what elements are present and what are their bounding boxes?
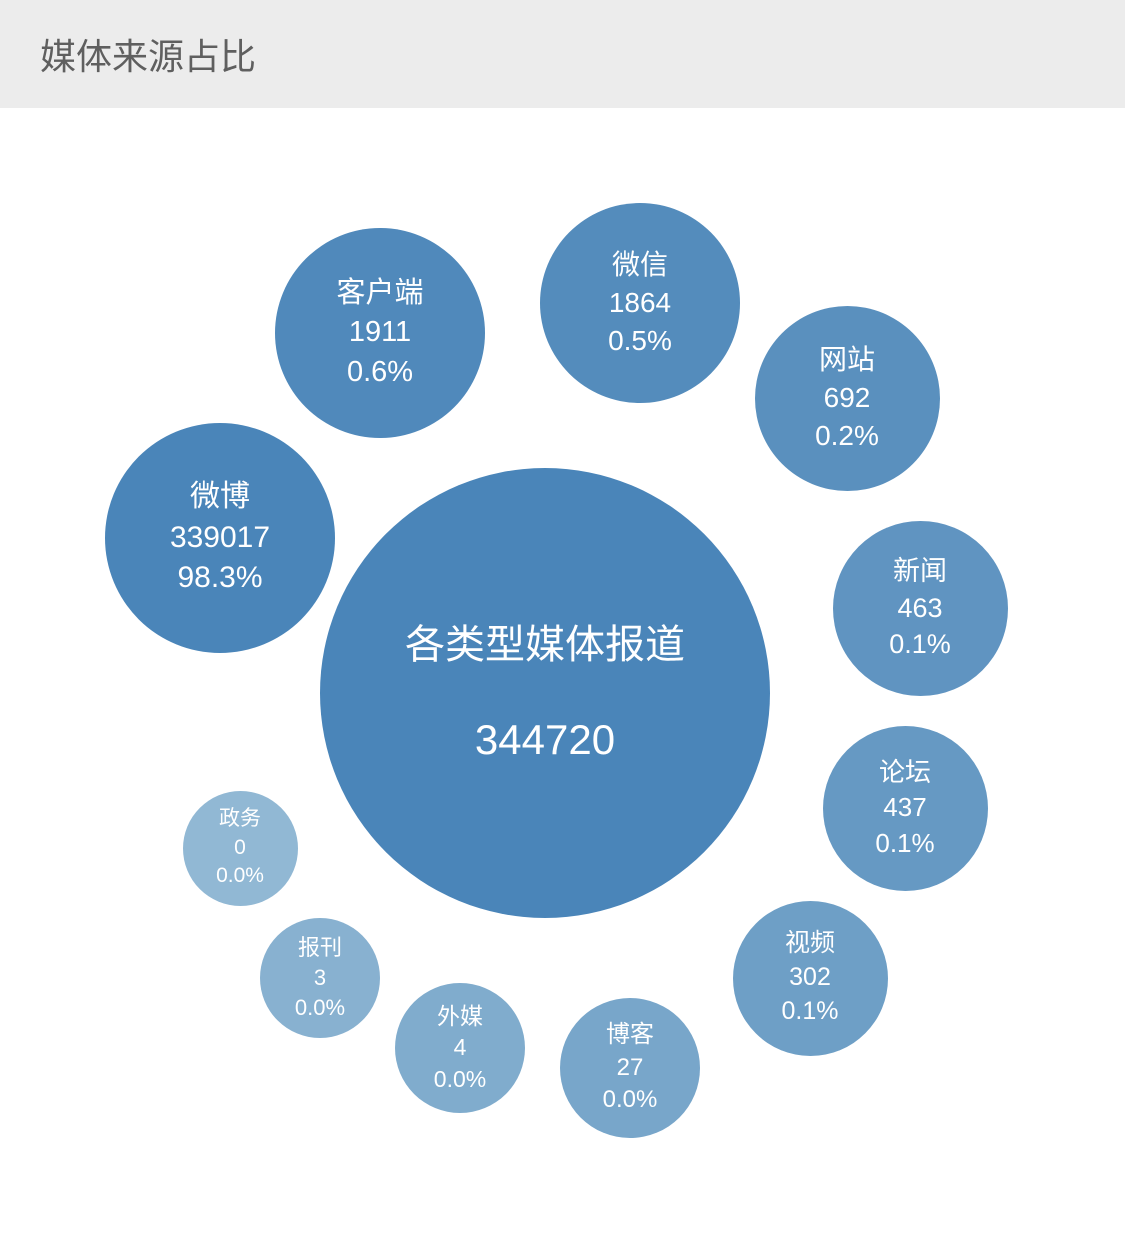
bubble-7: 博客270.0% [560, 998, 700, 1138]
center-bubble-total: 各类型媒体报道 344720 [320, 468, 770, 918]
bubble-value: 1864 [609, 284, 671, 322]
bubble-4: 新闻4630.1% [833, 521, 1008, 696]
bubble-percent: 0.0% [216, 862, 264, 890]
bubble-value: 1911 [349, 313, 411, 352]
bubble-percent: 0.5% [608, 322, 672, 360]
bubble-value: 692 [824, 379, 871, 417]
bubble-9: 报刊30.0% [260, 918, 380, 1038]
bubble-value: 463 [897, 590, 942, 626]
center-bubble-value: 344720 [475, 712, 615, 769]
bubble-percent: 0.2% [815, 417, 879, 455]
bubble-3: 网站6920.2% [755, 306, 940, 491]
bubble-percent: 0.0% [295, 993, 345, 1023]
bubble-label: 外媒 [437, 1001, 483, 1032]
bubble-label: 微信 [612, 246, 668, 284]
bubble-5: 论坛4370.1% [823, 726, 988, 891]
bubble-0: 微博33901798.3% [105, 423, 335, 653]
bubble-percent: 0.1% [875, 826, 934, 861]
bubble-1: 客户端19110.6% [275, 228, 485, 438]
bubble-label: 微博 [190, 477, 250, 518]
bubble-label: 客户端 [336, 274, 423, 313]
bubble-8: 外媒40.0% [395, 983, 525, 1113]
bubble-percent: 0.1% [782, 995, 839, 1029]
bubble-value: 437 [883, 790, 926, 825]
bubble-percent: 0.0% [434, 1064, 486, 1095]
bubble-chart: 各类型媒体报道 344720 微博33901798.3%客户端19110.6%微… [0, 108, 1125, 1235]
bubble-value: 302 [789, 961, 831, 995]
bubble-value: 27 [617, 1052, 644, 1084]
bubble-percent: 98.3% [177, 558, 262, 599]
bubble-label: 博客 [606, 1019, 654, 1051]
bubble-percent: 0.6% [347, 353, 413, 392]
bubble-label: 论坛 [879, 755, 931, 790]
chart-header: 媒体来源占比 [0, 0, 1125, 108]
bubble-label: 政务 [219, 805, 261, 833]
bubble-label: 新闻 [893, 553, 947, 589]
bubble-2: 微信18640.5% [540, 203, 740, 403]
bubble-label: 视频 [785, 927, 835, 961]
bubble-label: 报刊 [298, 933, 342, 963]
bubble-value: 0 [234, 834, 246, 862]
bubble-10: 政务00.0% [183, 791, 298, 906]
bubble-6: 视频3020.1% [733, 901, 888, 1056]
bubble-percent: 0.1% [889, 626, 951, 662]
bubble-value: 339017 [170, 518, 270, 559]
bubble-value: 3 [314, 963, 326, 993]
bubble-label: 网站 [819, 341, 875, 379]
chart-title: 媒体来源占比 [40, 28, 256, 80]
bubble-percent: 0.0% [603, 1084, 658, 1116]
bubble-value: 4 [454, 1032, 467, 1063]
center-bubble-title: 各类型媒体报道 [405, 618, 685, 672]
